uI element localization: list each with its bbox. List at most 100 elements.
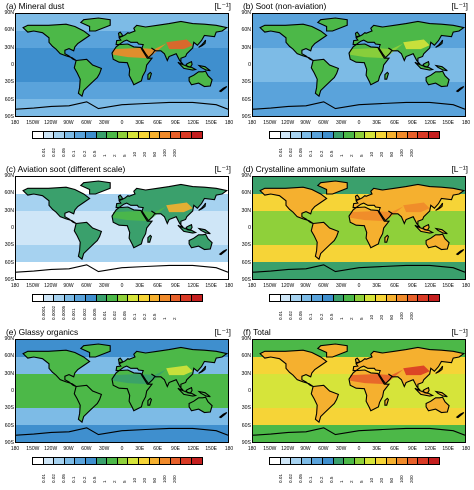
lon-tick-label: 120E xyxy=(424,283,437,289)
colorbar xyxy=(269,457,440,465)
field-band xyxy=(16,262,228,279)
high-concentration-region xyxy=(113,43,167,59)
colorbar-tick-label: 0.5 xyxy=(328,313,334,320)
field-band xyxy=(253,245,465,263)
coastline xyxy=(259,23,328,62)
lon-tick-label: 150W xyxy=(263,120,277,126)
colorbar-tick-label: 0.2 xyxy=(318,313,324,320)
colorbar-swatch xyxy=(138,132,150,138)
coastline xyxy=(147,71,153,80)
lon-tick-label: 60W xyxy=(81,283,92,289)
colorbar-tick-label: 1 xyxy=(338,154,344,157)
colorbar-swatch xyxy=(428,132,439,138)
coastline xyxy=(316,343,348,358)
lon-tick-label: 180 xyxy=(10,120,20,126)
field-band xyxy=(16,99,228,116)
coastline xyxy=(259,186,328,225)
coastline xyxy=(414,61,435,71)
coastline xyxy=(253,264,465,273)
lat-tick-label: 60S xyxy=(4,259,14,266)
coastline xyxy=(434,390,448,398)
coastline xyxy=(455,412,465,419)
colorbar-swatch xyxy=(354,132,366,138)
colorbar-tick-label: 0.2 xyxy=(318,476,324,483)
colorbar-tick-label: 10 xyxy=(132,151,137,157)
lat-tick-label: 0 xyxy=(248,61,251,68)
colorbar-tick-label: 0.01 xyxy=(278,148,284,157)
lat-tick-label: 90S xyxy=(241,439,251,446)
coastline xyxy=(414,224,435,234)
colorbar-tick-label: 100 xyxy=(399,312,405,320)
lon-tick-label: 120E xyxy=(187,283,200,289)
colorbar-tick-label: 0.0005 xyxy=(61,305,67,320)
colorbar-swatch xyxy=(96,458,108,464)
lon-tick-label: 30W xyxy=(336,120,347,126)
lon-tick-label: 90E xyxy=(171,120,180,126)
coastline xyxy=(177,387,198,397)
colorbar-tick-label: 200 xyxy=(409,475,415,483)
colorbar-tick-label: 20 xyxy=(379,151,385,157)
colorbar-swatch xyxy=(312,295,323,301)
coastline xyxy=(177,61,198,71)
colorbar-swatch xyxy=(354,295,366,301)
colorbar-swatch xyxy=(397,458,408,464)
colorbar-swatch xyxy=(397,132,408,138)
lon-tick-label: 30W xyxy=(336,283,347,289)
land-fill xyxy=(199,65,211,71)
colorbar-swatch xyxy=(322,295,334,301)
coastline xyxy=(384,71,390,80)
world-map xyxy=(252,176,466,280)
coastline xyxy=(435,202,444,211)
unit-label: [L⁻¹] xyxy=(451,164,468,174)
lat-tick-label: 0 xyxy=(248,224,251,231)
coastline xyxy=(352,20,465,65)
colorbar-tick-label: 5 xyxy=(121,480,127,483)
coastline xyxy=(73,58,103,98)
lat-tick-label: 30N xyxy=(4,44,14,51)
colorbar-tick-label: 20 xyxy=(379,477,385,483)
lon-tick-label: 30W xyxy=(336,446,347,452)
coastline xyxy=(434,227,448,235)
lon-tick-label: 120W xyxy=(281,446,295,452)
land-fill xyxy=(23,187,90,224)
colorbar-swatch xyxy=(107,295,118,301)
coastline xyxy=(188,396,213,414)
colorbar-tick-label: 5 xyxy=(358,480,364,483)
lon-tick-label: 60E xyxy=(153,446,163,452)
coastline xyxy=(79,17,111,32)
colorbar-tick-label: 0.2 xyxy=(81,476,87,483)
coastline xyxy=(384,234,390,243)
lat-tick-label: 60S xyxy=(241,422,251,429)
colorbar-swatch xyxy=(407,295,419,301)
lon-tick-label: 30E xyxy=(372,120,382,126)
colorbar-swatch xyxy=(418,132,429,138)
colorbar-tick-label: 0.0002 xyxy=(51,305,57,320)
high-concentration-region xyxy=(403,365,430,376)
colorbar-tick-label: 20 xyxy=(142,477,148,483)
colorbar-tick-label: 50 xyxy=(389,314,395,320)
land-fill xyxy=(199,391,211,397)
colorbar-tick-label: 20 xyxy=(379,314,385,320)
map-panel-e: (e) Glassy organics [L⁻¹] 90N 60N 30N 0 30S 60S… xyxy=(0,326,237,489)
coastline xyxy=(218,249,228,256)
coastline xyxy=(422,386,430,394)
land-fill xyxy=(260,24,327,61)
colorbar-swatch xyxy=(170,295,182,301)
lat-tick-label: 30N xyxy=(4,207,14,214)
colorbar-tick-label: 50 xyxy=(389,151,395,157)
lon-tick-label: 30E xyxy=(135,120,145,126)
colorbar-swatch xyxy=(191,458,202,464)
coastline xyxy=(348,206,391,249)
colorbar-swatch xyxy=(33,132,44,138)
lon-tick-label: 60W xyxy=(81,446,92,452)
colorbar-tick-label: 2 xyxy=(111,480,117,483)
colorbar-swatch xyxy=(344,295,355,301)
panel-title: (b) Soot (non-aviation) xyxy=(243,1,327,11)
colorbar-swatch xyxy=(138,458,150,464)
colorbar-tick-label: 1 xyxy=(338,480,344,483)
lon-tick-label: 120E xyxy=(424,446,437,452)
colorbar-tick-label: 0.1 xyxy=(308,313,314,320)
lon-tick-label: 30E xyxy=(135,446,145,452)
lat-tick-label: 60S xyxy=(241,259,251,266)
coastline xyxy=(414,387,435,397)
